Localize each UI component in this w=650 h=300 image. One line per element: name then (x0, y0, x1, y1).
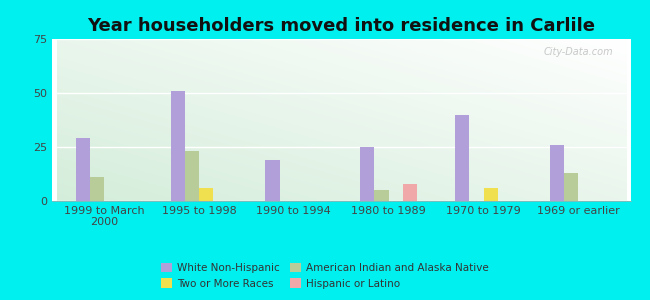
Bar (550, 145, 564, 201)
Bar (360, 147, 374, 201)
Legend: White Non-Hispanic, Two or More Races, American Indian and Alaska Native, Hispan: White Non-Hispanic, Two or More Races, A… (159, 260, 491, 292)
Title: Year householders moved into residence in Carlile: Year householders moved into residence i… (87, 17, 595, 35)
Bar (564, 173, 579, 201)
Bar (265, 160, 280, 201)
Bar (484, 188, 498, 201)
Bar (75, 138, 90, 201)
Bar (374, 190, 389, 201)
Bar (403, 184, 417, 201)
Bar (90, 177, 104, 201)
Bar (185, 151, 199, 201)
Bar (455, 115, 469, 201)
Bar (170, 91, 185, 201)
Text: City-Data.com: City-Data.com (543, 47, 613, 57)
Bar (199, 188, 213, 201)
